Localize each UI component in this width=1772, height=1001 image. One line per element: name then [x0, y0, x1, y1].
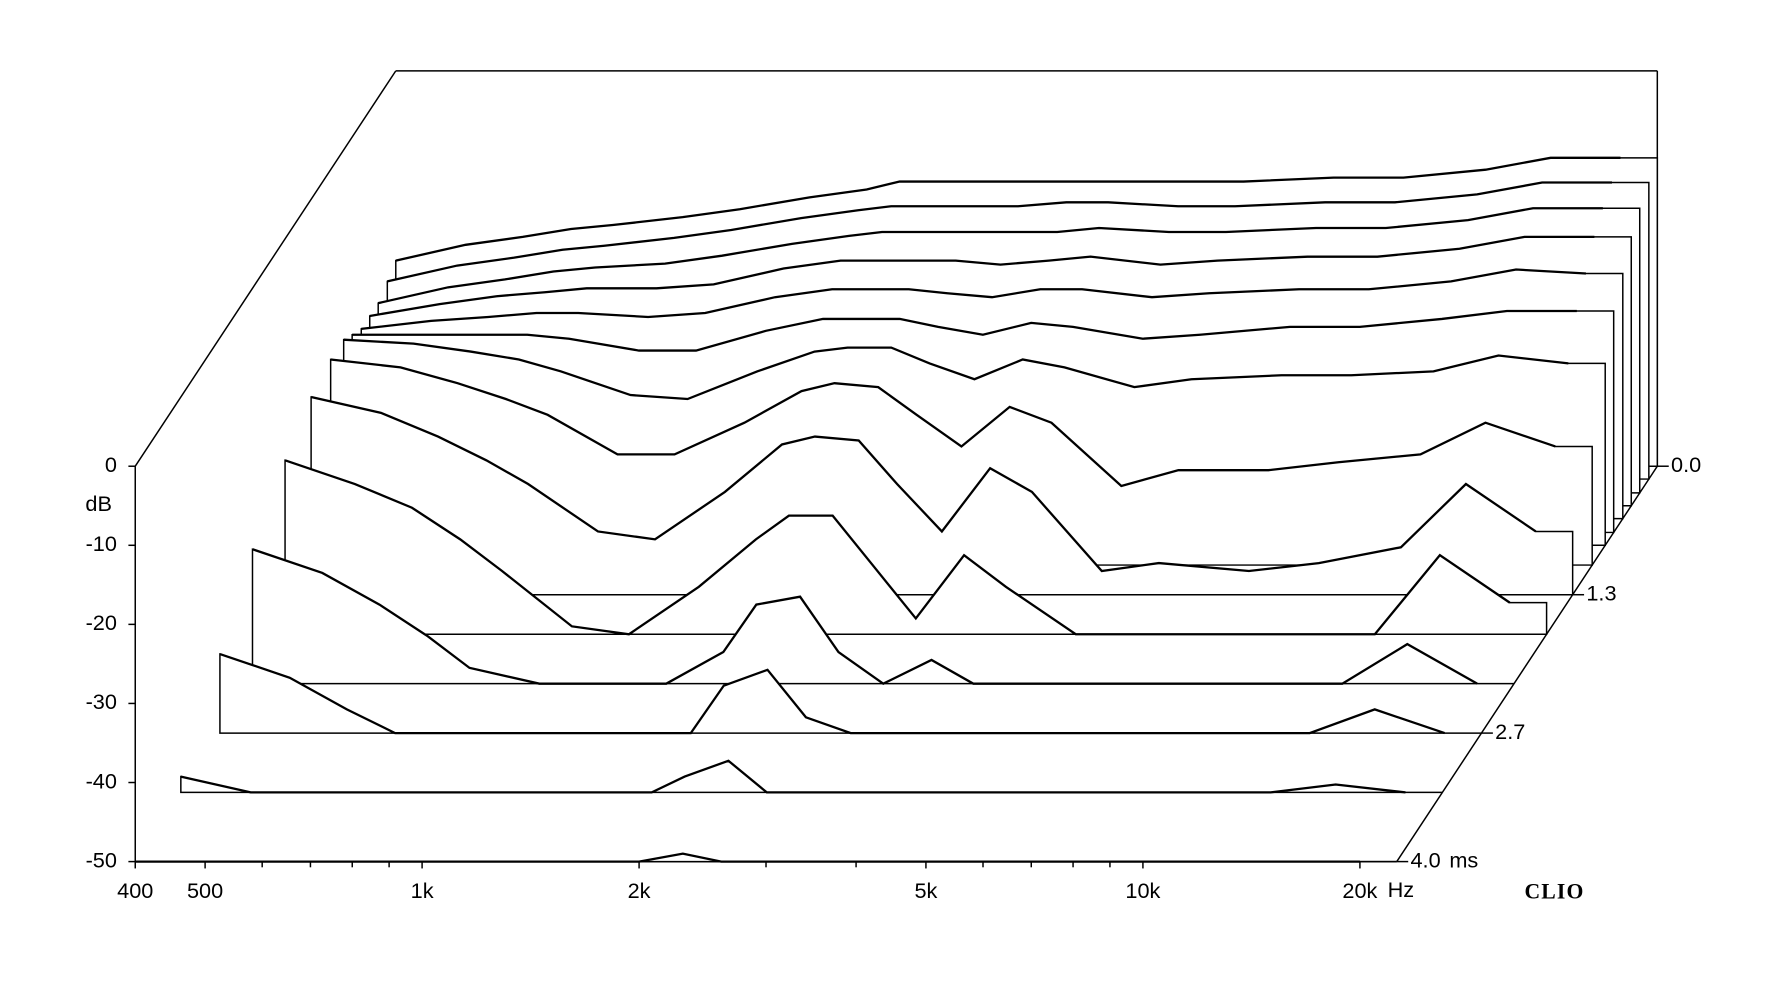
x-tick-label: 5k: [914, 878, 937, 903]
slice-curve: [343, 338, 1569, 401]
x-tick-label: 400: [117, 878, 153, 903]
y-axis-label: dB: [85, 491, 112, 516]
slice-curve: [387, 181, 1612, 283]
slice-curve: [219, 652, 1445, 735]
slice-curve: [395, 156, 1621, 262]
slice-curve: [284, 459, 1511, 636]
z-unit-label: ms: [1449, 847, 1478, 872]
y-tick-label: 0: [105, 452, 117, 477]
x-tick-label: 1k: [411, 878, 434, 903]
slice-fill: [180, 759, 1443, 794]
z-tick-label: 2.7: [1495, 719, 1525, 744]
y-tick-label: -50: [86, 847, 117, 872]
y-tick-label: -20: [86, 610, 117, 635]
slice-curve: [369, 235, 1595, 318]
frame-edge: [134, 70, 397, 467]
slice-curve: [330, 358, 1556, 488]
x-tick-label: 500: [187, 878, 223, 903]
slice-curve: [377, 207, 1603, 305]
slice-curve: [180, 759, 1406, 794]
slice-curve: [252, 548, 1478, 685]
brand: CLIO: [1524, 880, 1584, 904]
y-tick-label: -10: [86, 531, 117, 556]
slice-fill: [135, 852, 1397, 863]
slice-curve: [361, 268, 1586, 330]
z-tick-label: 4.0: [1410, 847, 1440, 872]
x-unit-label: Hz: [1388, 877, 1415, 902]
slice-curve: [310, 395, 1537, 573]
slice-curve: [135, 852, 1360, 863]
z-tick-label: 0.0: [1671, 452, 1701, 477]
x-tick-label: 20k: [1342, 878, 1377, 903]
y-tick-label: -30: [86, 689, 117, 714]
slice-curve: [352, 309, 1577, 352]
y-tick-label: -40: [86, 768, 117, 793]
x-tick-label: 2k: [628, 878, 651, 903]
x-tick-label: 10k: [1125, 878, 1160, 903]
z-tick-label: 1.3: [1586, 580, 1616, 605]
